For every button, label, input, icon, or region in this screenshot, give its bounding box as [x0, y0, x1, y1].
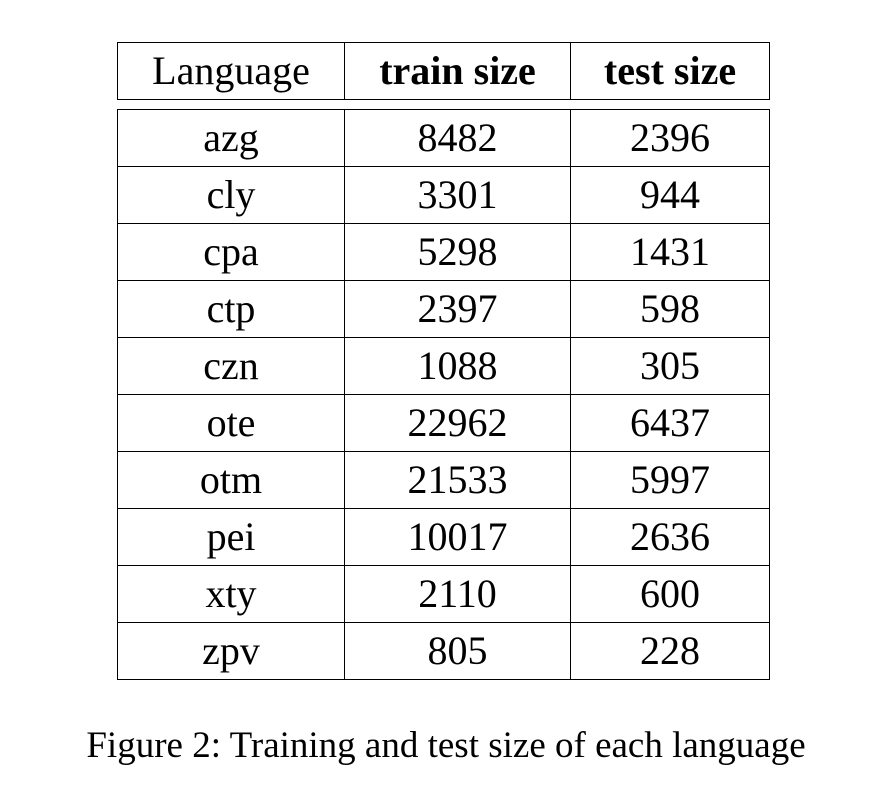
cell-train-size: 21533 — [344, 451, 571, 509]
table-body: azg 8482 2396 cly 3301 944 cpa 5298 1431 ctp 2397 5… — [117, 109, 770, 680]
cell-language: zpv — [117, 622, 345, 680]
cell-train-size: 5298 — [344, 223, 571, 281]
header-row: Language train size test size — [117, 42, 770, 100]
cell-test-size: 598 — [570, 280, 770, 338]
table-row: cpa 5298 1431 — [117, 223, 770, 281]
table-row: cly 3301 944 — [117, 166, 770, 224]
table-row: pei 10017 2636 — [117, 508, 770, 566]
table-row: ctp 2397 598 — [117, 280, 770, 338]
cell-train-size: 22962 — [344, 394, 571, 452]
table-row: azg 8482 2396 — [117, 109, 770, 167]
cell-language: ctp — [117, 280, 345, 338]
table-row: czn 1088 305 — [117, 337, 770, 395]
cell-language: cpa — [117, 223, 345, 281]
cell-test-size: 2396 — [570, 109, 770, 167]
cell-test-size: 2636 — [570, 508, 770, 566]
cell-train-size: 1088 — [344, 337, 571, 395]
cell-train-size: 3301 — [344, 166, 571, 224]
cell-language: cly — [117, 166, 345, 224]
cell-language: ote — [117, 394, 345, 452]
cell-language: xty — [117, 565, 345, 623]
table-row: ote 22962 6437 — [117, 394, 770, 452]
cell-train-size: 805 — [344, 622, 571, 680]
table-row: zpv 805 228 — [117, 622, 770, 680]
cell-language: otm — [117, 451, 345, 509]
cell-test-size: 305 — [570, 337, 770, 395]
cell-train-size: 10017 — [344, 508, 571, 566]
header-train-size: train size — [344, 42, 571, 100]
table-row: otm 21533 5997 — [117, 451, 770, 509]
cell-language: czn — [117, 337, 345, 395]
cell-train-size: 8482 — [344, 109, 571, 167]
cell-test-size: 600 — [570, 565, 770, 623]
cell-train-size: 2397 — [344, 280, 571, 338]
cell-language: pei — [117, 508, 345, 566]
cell-train-size: 2110 — [344, 565, 571, 623]
language-size-table: Language train size test size azg 8482 239… — [117, 42, 770, 680]
table-header: Language train size test size — [117, 42, 770, 100]
cell-language: azg — [117, 109, 345, 167]
cell-test-size: 228 — [570, 622, 770, 680]
table-row: xty 2110 600 — [117, 565, 770, 623]
figure-caption: Figure 2: Training and test size of each… — [86, 725, 806, 766]
cell-test-size: 944 — [570, 166, 770, 224]
header-test-size: test size — [570, 42, 770, 100]
cell-test-size: 5997 — [570, 451, 770, 509]
header-language: Language — [117, 42, 345, 100]
cell-test-size: 6437 — [570, 394, 770, 452]
cell-test-size: 1431 — [570, 223, 770, 281]
